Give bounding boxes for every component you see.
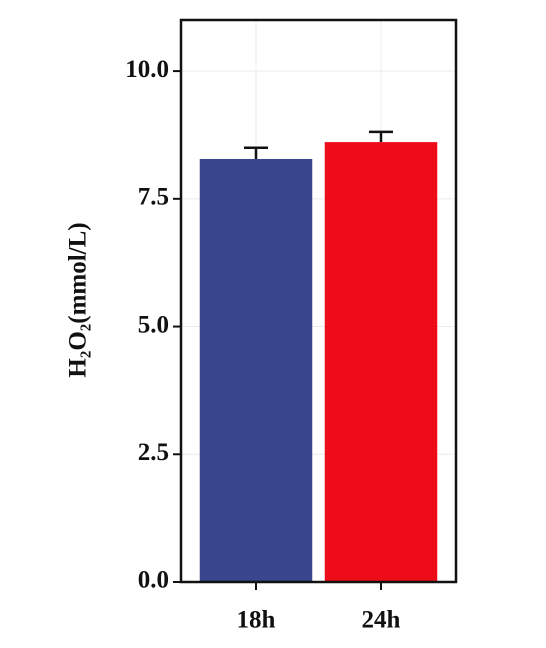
y-tick-label: 5.0 — [138, 311, 169, 338]
x-tick-label: 24h — [362, 607, 401, 634]
plot-frame — [179, 18, 458, 584]
x-tick-label: 18h — [237, 607, 276, 634]
bar — [199, 158, 313, 582]
y-tick-label: 7.5 — [138, 184, 169, 211]
y-tick-label: 2.5 — [138, 439, 169, 466]
y-axis-label: H₂O₂(mmol/L) — [65, 222, 92, 377]
y-tick-label: 0.0 — [138, 567, 169, 594]
bar — [324, 142, 438, 582]
y-tick-label: 10.0 — [125, 56, 169, 83]
